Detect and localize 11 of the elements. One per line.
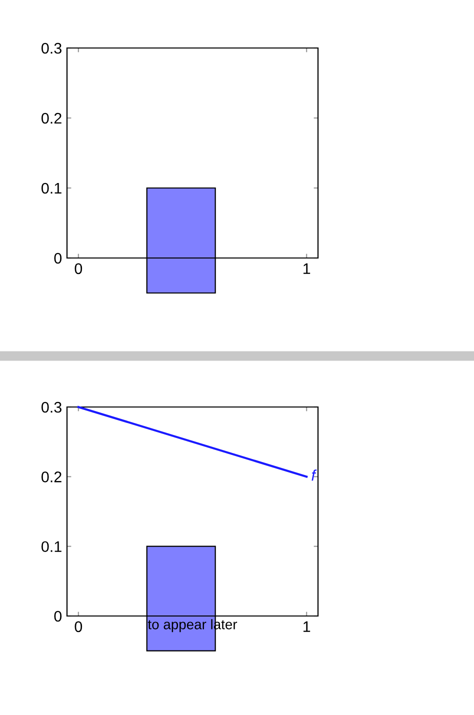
- x-tick-label: 1: [304, 621, 310, 632]
- y-tick-label: 0.2: [42, 112, 62, 124]
- y-tick-label: 0.2: [42, 472, 62, 482]
- y-tick-label: 0.3: [42, 42, 62, 54]
- x-tick-label: 1: [304, 263, 310, 274]
- y-tick-label: 0: [54, 252, 62, 264]
- series-label: f: [312, 470, 317, 481]
- y-tick-label: 0.1: [42, 182, 62, 194]
- y-tick-label: 0.3: [42, 402, 62, 413]
- y-tick-label: 0.1: [42, 541, 62, 552]
- y-tick-label: 0: [54, 610, 62, 622]
